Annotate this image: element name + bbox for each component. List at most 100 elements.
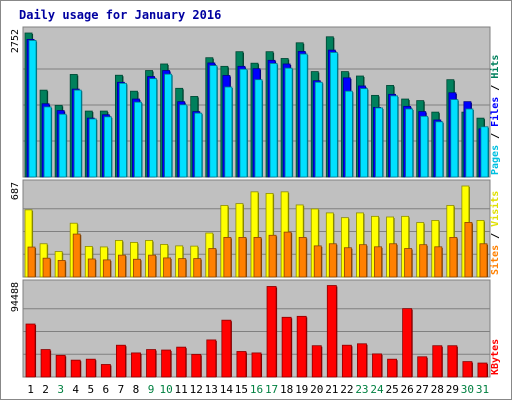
bar-kbytes-20 bbox=[311, 345, 322, 378]
bar-kbytes-13 bbox=[206, 339, 217, 378]
bar-pages-31 bbox=[480, 126, 489, 178]
bar-pages-6 bbox=[103, 116, 112, 178]
x-tick-label-16: 16 bbox=[250, 383, 263, 396]
x-tick-label-8: 8 bbox=[133, 383, 140, 396]
bar-pages-1 bbox=[28, 40, 37, 178]
bar-pages-26 bbox=[405, 108, 414, 178]
panel-visits-sites: 687 Sites / Visits bbox=[10, 179, 501, 278]
bar-kbytes-23 bbox=[357, 343, 367, 378]
bar-sites-25 bbox=[389, 243, 398, 278]
bar-sites-26 bbox=[404, 248, 413, 278]
bar-pages-15 bbox=[239, 68, 248, 178]
x-tick-label-25: 25 bbox=[385, 383, 398, 396]
x-tick-label-11: 11 bbox=[175, 383, 188, 396]
bar-pages-3 bbox=[58, 113, 67, 178]
y-axis-label-part: Visits bbox=[489, 191, 501, 227]
y-axis-label-separator: / bbox=[490, 227, 501, 245]
bar-kbytes-31 bbox=[477, 362, 488, 378]
bar-sites-9 bbox=[148, 254, 156, 278]
bar-kbytes-11 bbox=[176, 346, 187, 378]
bar-sites-24 bbox=[374, 246, 382, 278]
bar-sites-27 bbox=[419, 244, 428, 278]
x-tick-label-17: 17 bbox=[265, 383, 278, 396]
bar-kbytes-18 bbox=[281, 316, 292, 378]
x-tick-label-18: 18 bbox=[280, 383, 293, 396]
x-tick-label-21: 21 bbox=[325, 383, 338, 396]
x-tick-label-6: 6 bbox=[103, 383, 110, 396]
bar-kbytes-30 bbox=[462, 361, 473, 378]
bar-sites-21 bbox=[328, 243, 337, 278]
bar-kbytes-19 bbox=[296, 315, 307, 378]
bar-pages-7 bbox=[118, 82, 127, 178]
bar-sites-23 bbox=[359, 244, 367, 278]
bar-pages-30 bbox=[465, 108, 474, 178]
y-axis-label-part: KBytes bbox=[490, 339, 501, 375]
x-tick-label-15: 15 bbox=[235, 383, 248, 396]
y-max-label: 2752 bbox=[10, 29, 21, 53]
y-axis-label: KBytes bbox=[490, 339, 501, 375]
bar-kbytes-9 bbox=[146, 349, 156, 378]
x-tick-label-3: 3 bbox=[57, 383, 64, 396]
bar-kbytes-24 bbox=[372, 353, 382, 378]
bar-kbytes-8 bbox=[131, 352, 141, 378]
bar-pages-8 bbox=[134, 101, 142, 178]
x-tick-label-12: 12 bbox=[190, 383, 203, 396]
bar-pages-12 bbox=[194, 112, 203, 178]
y-axis-label-part: Sites bbox=[489, 245, 501, 275]
x-tick-label-5: 5 bbox=[87, 383, 94, 396]
bar-sites-15 bbox=[238, 236, 247, 278]
bar-sites-8 bbox=[133, 258, 141, 278]
bar-pages-22 bbox=[344, 90, 353, 178]
bar-kbytes-28 bbox=[432, 345, 443, 378]
bar-sites-29 bbox=[449, 236, 458, 278]
bar-pages-16 bbox=[254, 79, 263, 178]
bar-kbytes-17 bbox=[266, 286, 277, 378]
x-tick-label-24: 24 bbox=[370, 383, 384, 396]
x-tick-label-2: 2 bbox=[42, 383, 49, 396]
bar-sites-1 bbox=[27, 246, 36, 278]
x-axis-labels: 1 2 3 4 5 6 7 8 9 10 11 12 13 14 15 16 17 18 19 20 21 22 23 24 2… bbox=[27, 383, 489, 396]
x-tick-label-30: 30 bbox=[461, 383, 474, 396]
bar-kbytes-14 bbox=[221, 319, 232, 378]
x-tick-label-9: 9 bbox=[148, 383, 155, 396]
panel-kbytes: 94488 KBytes bbox=[10, 279, 501, 378]
bar-kbytes-2 bbox=[40, 349, 51, 378]
y-max-label: 94488 bbox=[10, 282, 21, 312]
bar-pages-24 bbox=[375, 107, 383, 178]
bar-kbytes-22 bbox=[341, 344, 352, 378]
bar-sites-22 bbox=[343, 247, 352, 278]
bar-pages-5 bbox=[88, 118, 97, 178]
y-axis-label: Pages / Files / Hits bbox=[489, 55, 501, 175]
x-tick-label-28: 28 bbox=[431, 383, 444, 396]
bar-kbytes-29 bbox=[447, 345, 458, 378]
bar-kbytes-3 bbox=[55, 354, 66, 378]
bar-pages-4 bbox=[73, 89, 82, 178]
bar-sites-5 bbox=[87, 258, 96, 278]
x-tick-label-19: 19 bbox=[295, 383, 308, 396]
bar-pages-18 bbox=[284, 67, 293, 178]
y-axis-label: Sites / Visits bbox=[489, 191, 501, 275]
bar-kbytes-10 bbox=[161, 349, 172, 378]
x-tick-label-7: 7 bbox=[118, 383, 125, 396]
bar-pages-28 bbox=[435, 121, 444, 178]
bar-kbytes-21 bbox=[326, 285, 337, 378]
y-axis-label-part: Hits bbox=[489, 55, 501, 79]
bar-sites-18 bbox=[283, 231, 292, 278]
bar-kbytes-4 bbox=[70, 359, 81, 378]
bar-pages-10 bbox=[164, 73, 173, 178]
bar-sites-11 bbox=[178, 258, 187, 278]
bar-sites-20 bbox=[313, 245, 322, 278]
y-axis-label-part: Pages bbox=[490, 145, 501, 175]
x-tick-label-10: 10 bbox=[159, 383, 172, 396]
x-tick-label-14: 14 bbox=[220, 383, 234, 396]
x-tick-label-22: 22 bbox=[340, 383, 353, 396]
bar-sites-10 bbox=[163, 257, 172, 278]
x-tick-label-20: 20 bbox=[310, 383, 323, 396]
bar-kbytes-12 bbox=[191, 353, 202, 378]
bar-kbytes-26 bbox=[402, 308, 413, 378]
x-tick-label-26: 26 bbox=[401, 383, 414, 396]
y-max-label: 687 bbox=[10, 182, 21, 200]
bar-sites-28 bbox=[434, 246, 443, 278]
bar-sites-2 bbox=[42, 257, 51, 278]
